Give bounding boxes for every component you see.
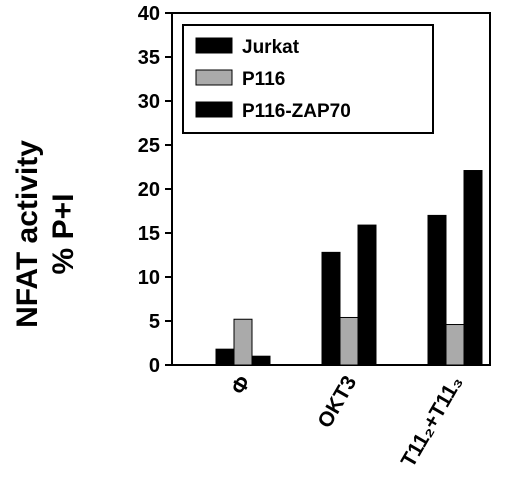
bar-jurkat (321, 251, 341, 366)
legend-swatch (195, 37, 233, 54)
plot-area (171, 12, 491, 366)
legend: Jurkat P116 P116-ZAP70 (182, 24, 434, 134)
bar-jurkat (215, 348, 235, 366)
bar-p116-zap70 (463, 170, 483, 366)
legend-label: Jurkat (242, 37, 300, 58)
legend-swatch (195, 101, 233, 118)
y-tick-label: 30 (138, 91, 160, 113)
y-tick-label: 35 (138, 47, 160, 69)
y-tick-label: 40 (138, 3, 160, 25)
bar-p116 (233, 318, 253, 366)
y-tick-label: 20 (138, 179, 160, 201)
legend-swatch (195, 69, 233, 86)
y-tick-label: 10 (138, 267, 160, 289)
y-axis-title-line2: % P+I (47, 194, 80, 275)
x-category-label: Φ (227, 372, 256, 398)
bar-p116-zap70 (251, 355, 271, 366)
y-axis: 0 5 10 15 20 25 30 35 40 (138, 3, 172, 377)
legend-label: P116-ZAP70 (242, 101, 351, 122)
y-tick-label: 5 (149, 311, 160, 333)
x-category-label: OKT3 (313, 372, 361, 432)
bar-p116 (339, 316, 359, 366)
bar-jurkat (427, 214, 447, 366)
legend-label: P116 (242, 69, 285, 90)
y-axis-title-line1: NFAT activity (11, 140, 44, 328)
bar-p116 (445, 324, 465, 366)
y-tick-label: 0 (149, 355, 160, 377)
x-axis-categories: Φ OKT3 T11₂+T11₃ (227, 372, 468, 471)
y-tick-label: 25 (138, 135, 160, 157)
y-tick-label: 15 (138, 223, 160, 245)
bar-p116-zap70 (357, 224, 377, 366)
x-category-label: T11₂+T11₃ (397, 372, 468, 471)
